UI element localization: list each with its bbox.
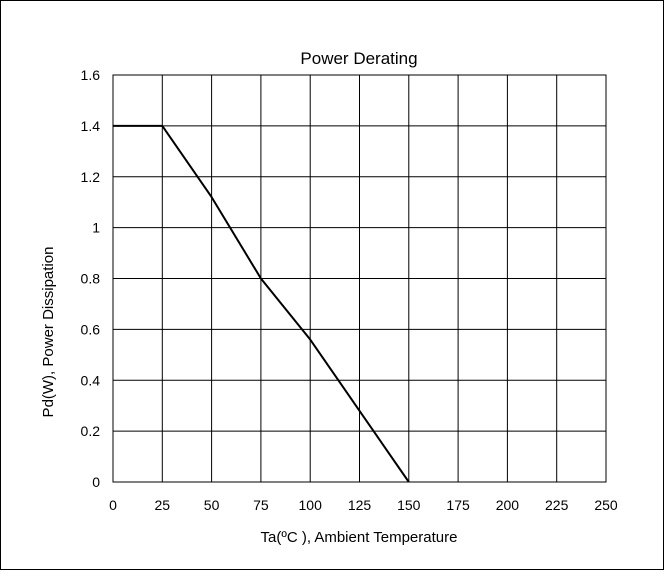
x-tick-label: 250 [594,497,618,513]
y-tick-label: 1.4 [81,118,101,134]
x-tick-label: 125 [348,497,372,513]
y-tick-label: 1.2 [81,169,101,185]
x-tick-label: 0 [109,497,117,513]
y-tick-label: 0 [92,474,100,490]
x-tick-label: 175 [446,497,470,513]
chart-grid [113,75,606,482]
chart-title: Power Derating [300,49,417,68]
y-tick-label: 0.4 [81,372,101,388]
x-tick-label: 75 [253,497,269,513]
x-tick-label: 225 [545,497,569,513]
y-tick-label: 1.6 [81,67,101,83]
x-tick-label: 100 [299,497,323,513]
x-tick-label: 200 [496,497,520,513]
x-tick-label: 25 [155,497,171,513]
y-tick-label: 1 [92,220,100,236]
x-axis-ticks: 0 25 50 75 100 125 150 175 200 225 250 [109,497,618,513]
x-tick-label: 150 [397,497,421,513]
x-axis-label: Ta(ºC ), Ambient Temperature [261,529,458,546]
y-axis-label: Pd(W), Power Dissipation [40,247,57,418]
y-tick-label: 0.2 [81,423,101,439]
y-tick-label: 0.8 [81,271,101,287]
x-tick-label: 50 [204,497,220,513]
y-axis-ticks: 0 0.2 0.4 0.6 0.8 1 1.2 1.4 1.6 [81,67,101,490]
y-tick-label: 0.6 [81,321,101,337]
